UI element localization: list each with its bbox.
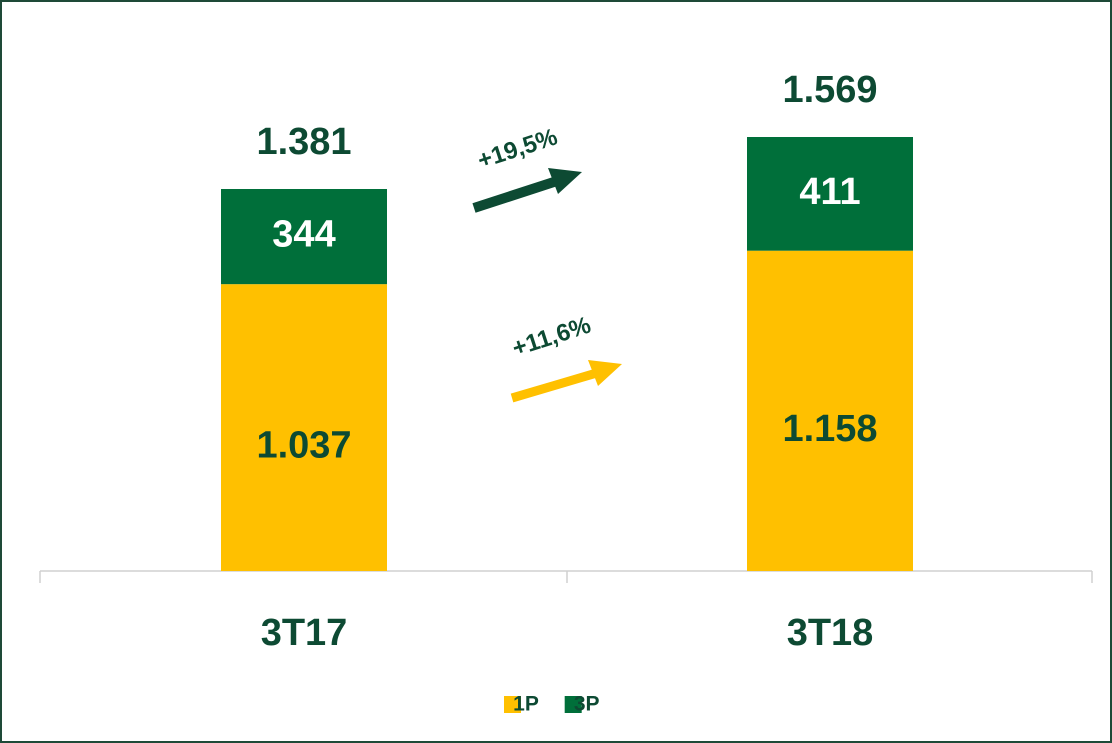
legend-swatch	[504, 696, 521, 713]
legend-swatch	[564, 696, 582, 713]
value-label: 344	[272, 214, 335, 256]
legend-label: 1P	[513, 693, 539, 716]
bar-segment	[221, 189, 387, 285]
value-label: 1.037	[256, 425, 351, 467]
growth-arrow	[510, 360, 622, 403]
legend-label: 3P	[574, 693, 600, 716]
category-axis	[39, 570, 1093, 583]
total-label: 1.381	[256, 121, 351, 163]
value-label: 411	[799, 171, 860, 213]
bar-segment	[747, 250, 913, 571]
total-label: 1.569	[782, 69, 877, 111]
x-tick-label: 3T17	[261, 612, 348, 654]
bar-segment	[221, 284, 387, 571]
growth-arrow	[472, 168, 582, 213]
bar-segment	[747, 137, 913, 251]
x-tick-label: 3T18	[787, 612, 874, 654]
value-label: 1.158	[782, 408, 877, 450]
